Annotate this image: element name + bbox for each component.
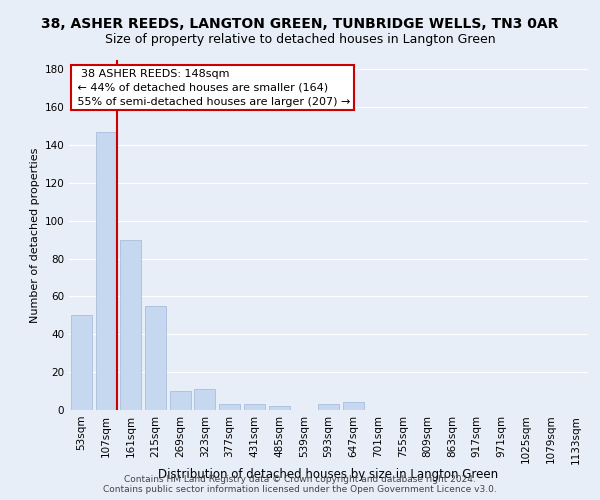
Bar: [269, 406, 290, 410]
Text: 38, ASHER REEDS, LANGTON GREEN, TUNBRIDGE WELLS, TN3 0AR: 38, ASHER REEDS, LANGTON GREEN, TUNBRIDG…: [41, 18, 559, 32]
Bar: [244, 404, 265, 410]
Bar: [145, 306, 166, 410]
Bar: [318, 404, 339, 410]
Text: 38 ASHER REEDS: 148sqm  
 ← 44% of detached houses are smaller (164)
 55% of sem: 38 ASHER REEDS: 148sqm ← 44% of detached…: [74, 69, 350, 107]
Bar: [120, 240, 141, 410]
Bar: [95, 132, 116, 410]
Bar: [170, 391, 191, 410]
Bar: [219, 404, 240, 410]
Bar: [194, 389, 215, 410]
X-axis label: Distribution of detached houses by size in Langton Green: Distribution of detached houses by size …: [158, 468, 499, 481]
Bar: [343, 402, 364, 410]
Y-axis label: Number of detached properties: Number of detached properties: [30, 148, 40, 322]
Text: Size of property relative to detached houses in Langton Green: Size of property relative to detached ho…: [104, 32, 496, 46]
Text: Contains HM Land Registry data © Crown copyright and database right 2024.
Contai: Contains HM Land Registry data © Crown c…: [103, 474, 497, 494]
Bar: [71, 316, 92, 410]
